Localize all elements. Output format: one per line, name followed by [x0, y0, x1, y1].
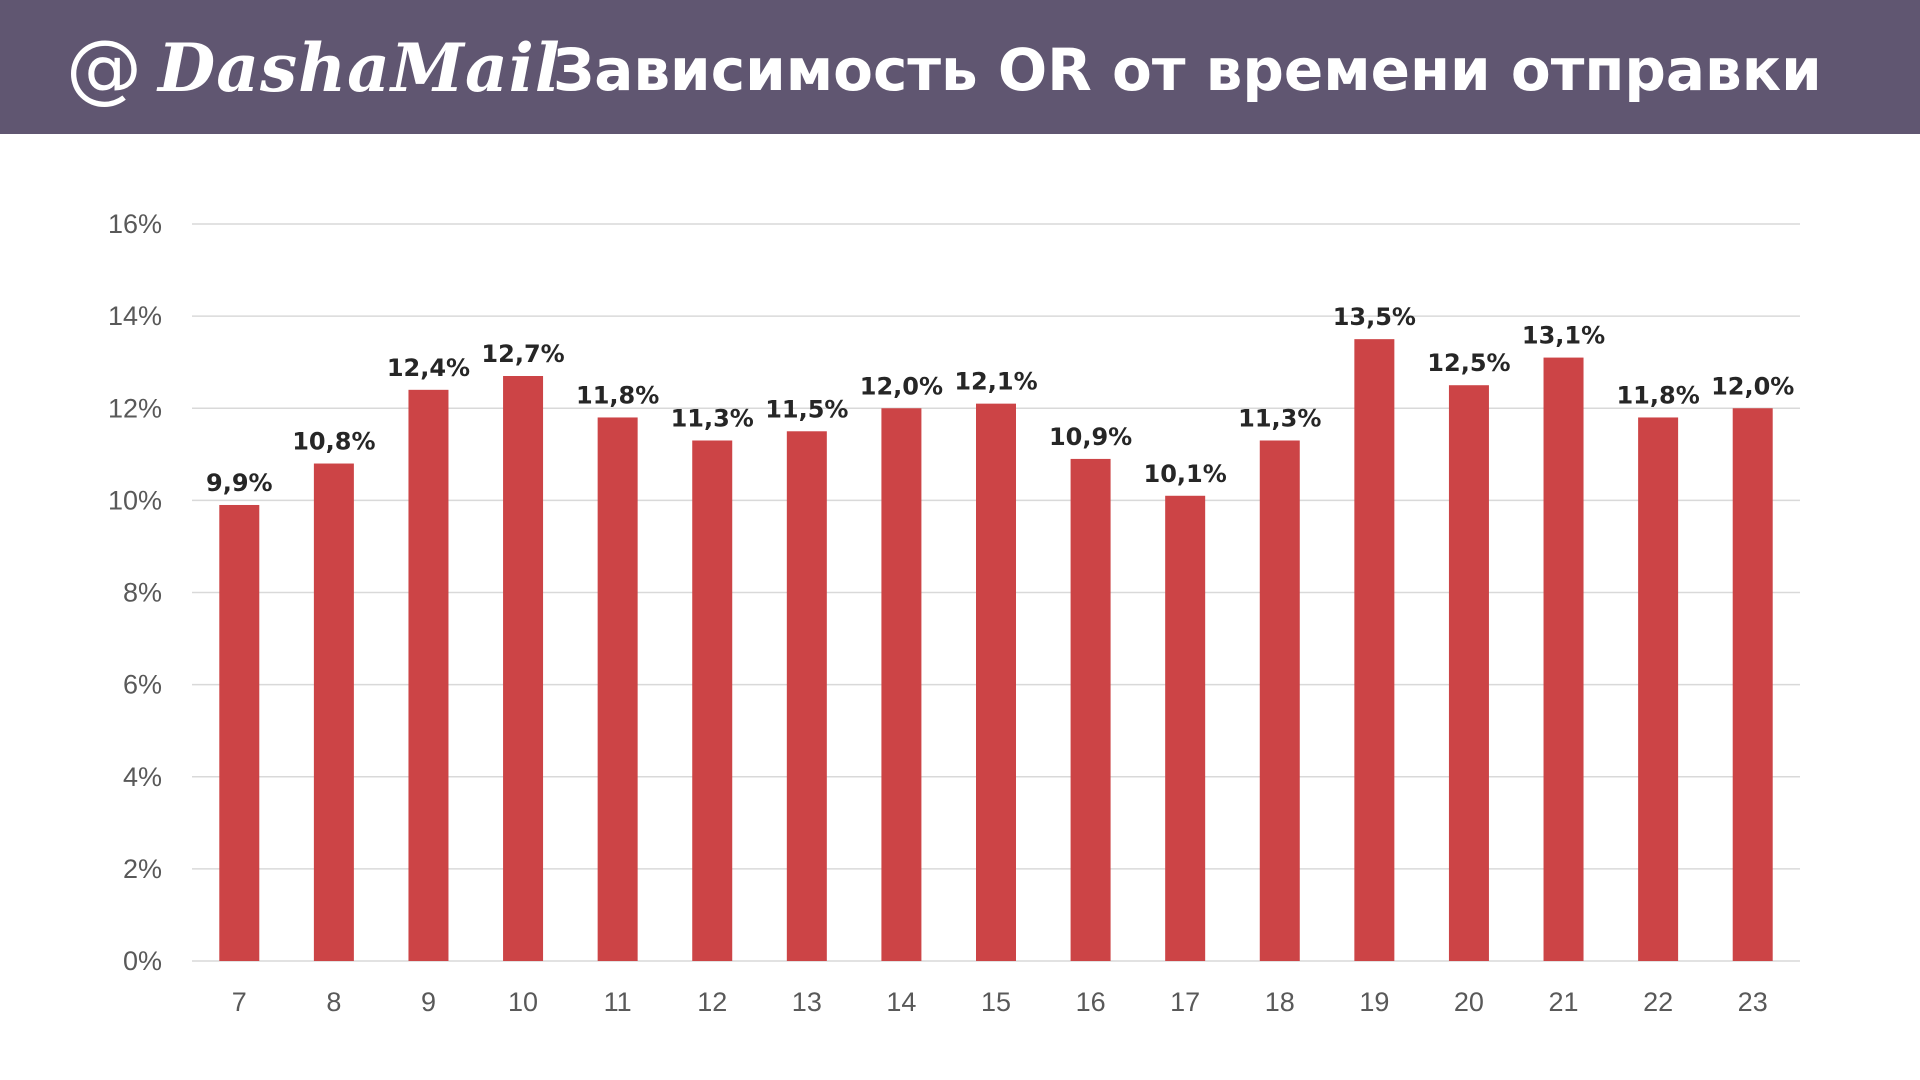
- y-axis: 0% 2% 4% 6% 8% 10% 12% 14% 16%: [108, 209, 162, 976]
- header-banner: @ DashaMail Зависимость OR от времени от…: [0, 0, 1920, 134]
- x-tick-label: 8: [326, 987, 341, 1017]
- x-tick-label: 18: [1265, 987, 1295, 1017]
- bar: [597, 417, 638, 961]
- bars: [219, 339, 1773, 962]
- y-tick-label: 10%: [108, 485, 162, 515]
- data-label: 12,4%: [387, 354, 470, 382]
- data-label: 12,5%: [1427, 349, 1510, 377]
- bar: [1448, 385, 1489, 961]
- data-label: 9,9%: [206, 469, 273, 497]
- at-sign-icon: @: [66, 23, 142, 112]
- data-label: 12,0%: [860, 372, 943, 400]
- x-tick-label: 7: [232, 987, 247, 1017]
- x-tick-label: 17: [1170, 987, 1200, 1017]
- data-label: 12,1%: [954, 368, 1037, 396]
- y-tick-label: 2%: [123, 854, 162, 884]
- data-label: 10,8%: [292, 428, 375, 456]
- bar: [1732, 408, 1773, 961]
- bar: [503, 376, 544, 962]
- x-tick-label: 9: [421, 987, 436, 1017]
- bar: [1259, 440, 1300, 961]
- data-label: 10,9%: [1049, 423, 1132, 451]
- bar-chart: 0% 2% 4% 6% 8% 10% 12% 14% 16% 9,9% 10,8% 12,4% 12,…: [108, 209, 1800, 1017]
- x-tick-label: 19: [1359, 987, 1389, 1017]
- x-tick-label: 14: [886, 987, 916, 1017]
- bar: [692, 440, 733, 961]
- bar: [219, 504, 260, 961]
- data-labels: 9,9% 10,8% 12,4% 12,7% 11,8% 11,3% 11,5% 12,0% 1…: [206, 303, 1794, 497]
- x-tick-label: 13: [792, 987, 822, 1017]
- x-tick-label: 12: [697, 987, 727, 1017]
- data-label: 11,3%: [1238, 404, 1321, 432]
- data-label: 10,1%: [1144, 460, 1227, 488]
- data-label: 11,3%: [671, 404, 754, 432]
- data-label: 11,8%: [576, 381, 659, 409]
- x-tick-label: 11: [604, 987, 632, 1017]
- bar: [1070, 458, 1111, 961]
- page-title: Зависимость OR от времени отправки: [553, 36, 1822, 104]
- bar: [786, 431, 827, 961]
- dashamail-logo: @ DashaMail: [66, 18, 561, 118]
- x-tick-label: 16: [1076, 987, 1106, 1017]
- x-tick-label: 23: [1738, 987, 1768, 1017]
- bar: [881, 408, 922, 961]
- bar: [1543, 357, 1584, 961]
- data-label: 13,1%: [1522, 322, 1605, 350]
- data-label: 12,0%: [1711, 372, 1794, 400]
- y-tick-label: 4%: [123, 762, 162, 792]
- x-tick-label: 22: [1643, 987, 1673, 1017]
- data-label: 11,5%: [765, 395, 848, 423]
- bar: [408, 389, 449, 961]
- data-label: 12,7%: [481, 340, 564, 368]
- x-tick-label: 20: [1454, 987, 1484, 1017]
- logo-text: DashaMail: [158, 29, 561, 107]
- y-tick-label: 14%: [108, 301, 162, 331]
- x-axis: 7 8 9 10 11 12 13 14 15 16 17 18 19 20 21 22 23: [232, 987, 1768, 1017]
- y-tick-label: 12%: [108, 393, 162, 423]
- x-tick-label: 15: [981, 987, 1011, 1017]
- x-tick-label: 10: [508, 987, 538, 1017]
- y-tick-label: 8%: [123, 578, 162, 608]
- bar: [1165, 495, 1206, 961]
- x-tick-label: 21: [1549, 987, 1579, 1017]
- bar: [976, 403, 1016, 961]
- bar: [1638, 417, 1679, 961]
- y-tick-label: 16%: [108, 209, 162, 239]
- y-tick-label: 0%: [123, 946, 162, 976]
- bar: [1354, 339, 1395, 961]
- data-label: 13,5%: [1333, 303, 1416, 331]
- bar: [313, 463, 354, 961]
- y-tick-label: 6%: [123, 670, 162, 700]
- data-label: 11,8%: [1616, 381, 1699, 409]
